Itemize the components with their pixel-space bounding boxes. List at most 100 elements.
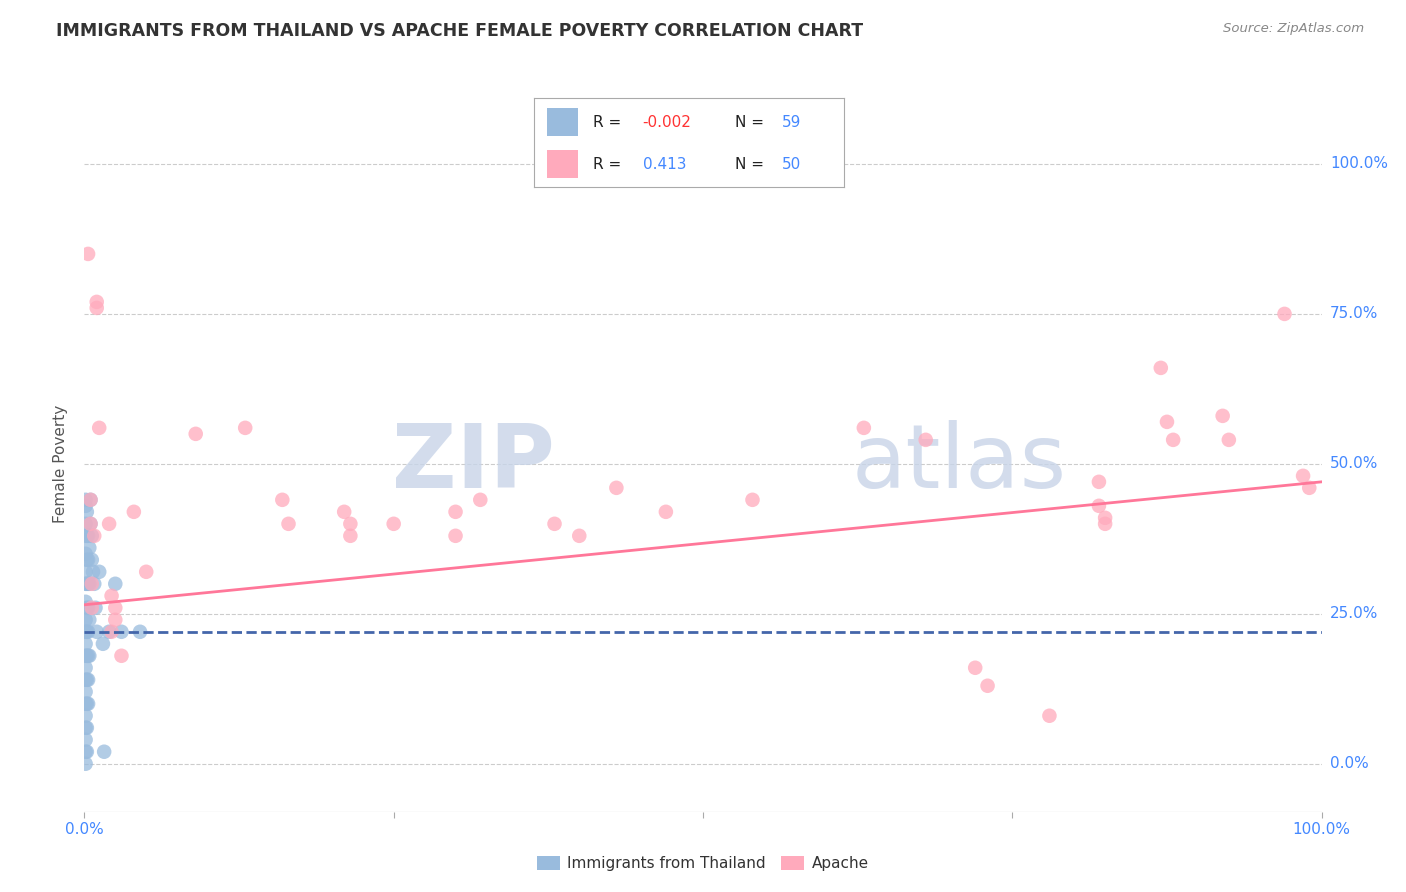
Point [76,721,98,735]
Point [104,613,127,627]
Point [339,516,361,531]
Point [184,426,207,441]
Point [79,516,101,531]
Point [100,624,122,639]
Point [1212,409,1234,423]
Point [233,421,256,435]
Text: ZIP: ZIP [392,420,554,508]
Point [86,294,108,309]
Point [75,516,97,531]
Point [1161,433,1184,447]
Point [76,505,98,519]
Point [271,492,294,507]
Point [75,756,97,771]
Point [914,433,936,447]
Point [84,600,107,615]
Point [75,697,97,711]
Point [741,492,763,507]
Text: 50.0%: 50.0% [1330,457,1378,471]
Point [77,576,100,591]
Point [77,529,100,543]
Point [79,648,101,663]
Point [277,516,299,531]
Point [444,505,467,519]
Point [75,661,97,675]
Point [77,600,100,615]
Point [79,516,101,531]
Point [75,595,97,609]
Point [77,553,100,567]
Point [382,516,405,531]
Text: 0.413: 0.413 [643,157,686,171]
FancyBboxPatch shape [547,150,578,178]
Point [76,673,98,687]
Point [86,301,108,315]
Point [1088,475,1111,489]
Point [77,624,100,639]
Point [89,421,111,435]
Text: IMMIGRANTS FROM THAILAND VS APACHE FEMALE POVERTY CORRELATION CHART: IMMIGRANTS FROM THAILAND VS APACHE FEMAL… [56,22,863,40]
Point [76,648,98,663]
Point [98,624,121,639]
Text: 75.0%: 75.0% [1330,306,1378,321]
Text: N =: N = [735,157,769,171]
Legend: Immigrants from Thailand, Apache: Immigrants from Thailand, Apache [531,850,875,877]
Point [1094,511,1116,525]
Point [568,529,591,543]
Point [77,247,100,261]
Point [75,745,97,759]
Point [100,589,122,603]
Point [543,516,565,531]
Point [75,492,97,507]
Point [80,600,103,615]
Text: 0.0%: 0.0% [1330,756,1368,772]
Point [91,637,114,651]
Point [75,648,97,663]
Point [79,541,101,555]
Point [76,697,98,711]
Point [75,708,97,723]
Point [976,679,998,693]
Point [1292,468,1315,483]
Point [76,745,98,759]
Text: 50: 50 [782,157,801,171]
Text: 25.0%: 25.0% [1330,607,1378,622]
Point [77,673,100,687]
Point [1298,481,1320,495]
Point [83,576,105,591]
Point [1218,433,1240,447]
Point [129,624,152,639]
Point [75,565,97,579]
Point [79,492,101,507]
Point [83,529,105,543]
Point [1088,499,1111,513]
Point [76,600,98,615]
Point [77,648,100,663]
Point [1094,516,1116,531]
Point [80,553,103,567]
Point [86,624,108,639]
Point [655,505,678,519]
Point [1274,307,1296,321]
Point [75,499,97,513]
Point [122,505,145,519]
Point [76,553,98,567]
Point [75,637,97,651]
Point [76,576,98,591]
Point [110,624,132,639]
Text: 100.0%: 100.0% [1330,156,1388,171]
Point [75,624,97,639]
Point [75,576,97,591]
Text: N =: N = [735,115,769,129]
Point [93,745,115,759]
Point [104,576,127,591]
Point [135,565,157,579]
Point [75,721,97,735]
Text: atlas: atlas [852,420,1067,508]
Point [333,505,356,519]
Point [75,732,97,747]
Point [339,529,361,543]
Point [80,576,103,591]
FancyBboxPatch shape [547,108,578,136]
Point [98,516,121,531]
